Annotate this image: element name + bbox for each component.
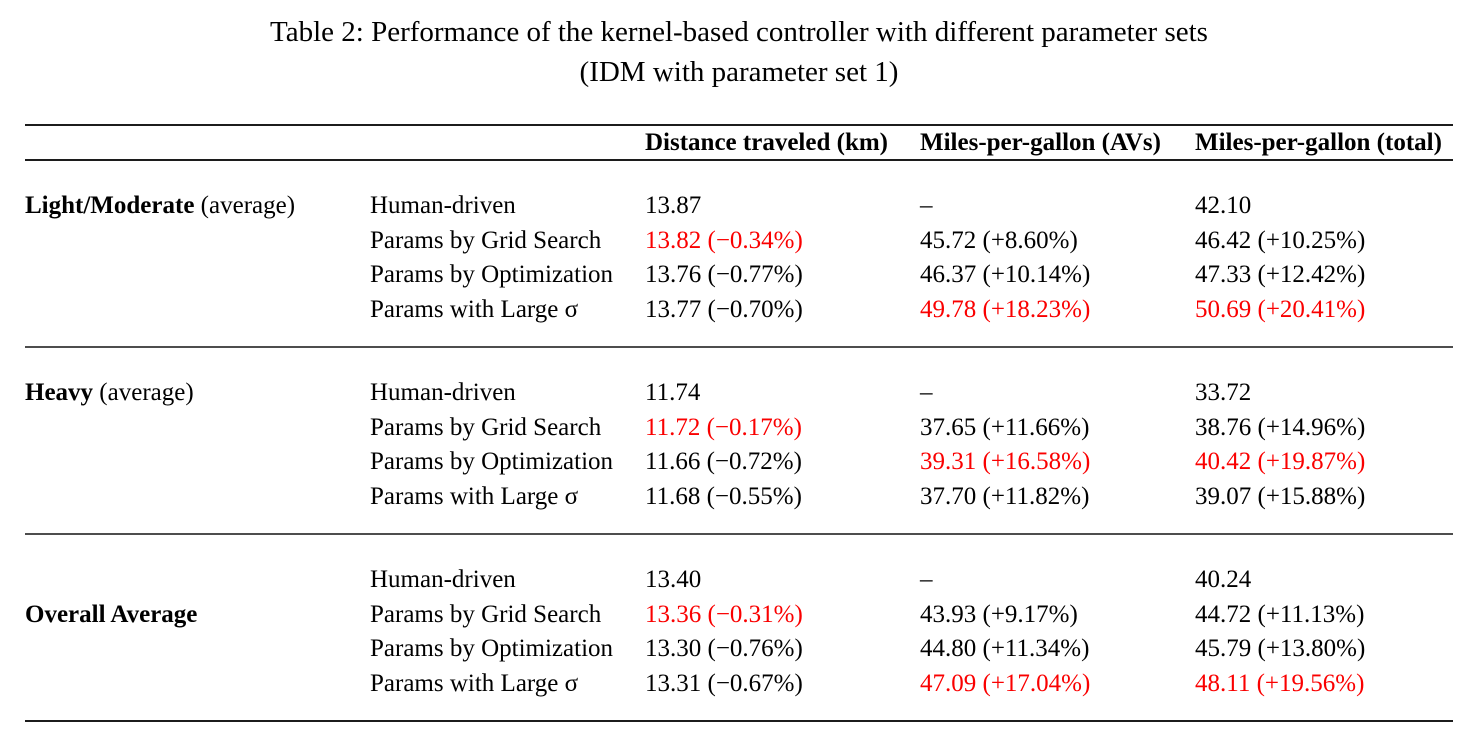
group-label-bold: Heavy — [25, 379, 94, 406]
cell-mpg-avs: 46.37 (+10.14%) — [920, 261, 1091, 288]
table-row: Params by Optimization 11.66 (−0.72%) 39… — [25, 445, 1453, 480]
cell-mpg-total: 42.10 — [1195, 192, 1252, 219]
group-label — [25, 258, 370, 293]
group-label — [25, 667, 370, 702]
group-label — [25, 480, 370, 515]
cell-mpg-total: 33.72 — [1195, 379, 1252, 406]
data-table: Distance traveled (km) Miles-per-gallon … — [25, 124, 1453, 722]
cell-mpg-avs: 44.80 (+11.34%) — [920, 635, 1090, 662]
table-group-block: Light/Moderate (average) Human-driven 13… — [25, 161, 1453, 346]
table-row: Params with Large σ 11.68 (−0.55%) 37.70… — [25, 480, 1453, 515]
table-rule-mid — [25, 533, 1453, 535]
cell-mpg-total: 45.79 (+13.80%) — [1195, 635, 1366, 662]
cell-mpg-total: 48.11 (+19.56%) — [1195, 669, 1365, 697]
group-label-bold: Overall Average — [25, 600, 198, 628]
table-body: Light/Moderate (average) Human-driven 13… — [25, 161, 1453, 722]
cell-mpg-avs: – — [920, 566, 933, 593]
cell-distance: 13.82 (−0.34%) — [645, 226, 803, 254]
cell-mpg-avs: 39.31 (+16.58%) — [920, 448, 1091, 475]
cell-mpg-avs: 45.72 (+8.60%) — [920, 226, 1078, 254]
cell-mpg-total: 50.69 (+20.41%) — [1195, 295, 1366, 323]
group-label: Heavy (average) — [25, 376, 370, 411]
header-spacer-group — [25, 128, 370, 158]
cell-distance: 13.31 (−0.67%) — [645, 669, 803, 697]
table-row: Params by Optimization 13.76 (−0.77%) 46… — [25, 258, 1453, 293]
table-header-row: Distance traveled (km) Miles-per-gallon … — [25, 126, 1453, 159]
table-row: Light/Moderate (average) Human-driven 13… — [25, 189, 1453, 224]
group-label — [25, 224, 370, 259]
cell-mpg-avs: 43.93 (+9.17%) — [920, 600, 1078, 628]
cell-mpg-avs: 47.09 (+17.04%) — [920, 669, 1091, 697]
row-label: Params by Optimization — [370, 635, 614, 662]
cell-distance: 11.72 (−0.17%) — [645, 413, 802, 441]
cell-mpg-total: 40.42 (+19.87%) — [1195, 448, 1366, 475]
cell-distance: 13.40 — [645, 566, 702, 593]
row-label: Human-driven — [370, 566, 516, 593]
cell-mpg-total: 46.42 (+10.25%) — [1195, 226, 1366, 254]
table-caption-line2: (IDM with parameter set 1) — [579, 56, 899, 88]
row-label: Params by Grid Search — [370, 413, 602, 441]
table-rule-mid — [25, 346, 1453, 348]
cell-mpg-avs: – — [920, 192, 933, 219]
row-label: Params with Large σ — [370, 295, 579, 323]
column-header-distance: Distance traveled (km) — [645, 129, 888, 156]
group-label — [25, 293, 370, 328]
table-row: Params by Grid Search 13.82 (−0.34%) 45.… — [25, 224, 1453, 259]
table-row: Params by Optimization 13.30 (−0.76%) 44… — [25, 632, 1453, 667]
table-rule-below-header — [25, 159, 1453, 161]
group-label-suffix: (average) — [194, 192, 296, 219]
row-label: Params with Large σ — [370, 482, 579, 510]
cell-mpg-total: 47.33 (+12.42%) — [1195, 261, 1366, 288]
table-row: Human-driven 13.40 – 40.24 — [25, 563, 1453, 598]
cell-mpg-avs: 49.78 (+18.23%) — [920, 295, 1091, 323]
cell-mpg-avs: 37.65 (+11.66%) — [920, 413, 1090, 441]
cell-mpg-total: 40.24 — [1195, 566, 1252, 593]
group-label — [25, 411, 370, 446]
cell-mpg-total: 39.07 (+15.88%) — [1195, 482, 1366, 510]
row-label: Params by Grid Search — [370, 226, 602, 254]
table-row: Overall Average Params by Grid Search 13… — [25, 598, 1453, 633]
group-label-bold: Light/Moderate — [25, 192, 195, 219]
cell-distance: 13.30 (−0.76%) — [645, 635, 803, 662]
group-label — [25, 632, 370, 667]
cell-mpg-avs: 37.70 (+11.82%) — [920, 482, 1090, 510]
group-label-suffix: (average) — [93, 379, 194, 406]
cell-mpg-total: 38.76 (+14.96%) — [1195, 413, 1366, 441]
table-group-block: Heavy (average) Human-driven 11.74 – 33.… — [25, 348, 1453, 533]
header-spacer-name — [370, 128, 645, 158]
cell-distance: 11.74 — [645, 379, 701, 406]
cell-distance: 13.36 (−0.31%) — [645, 600, 803, 628]
row-label: Params with Large σ — [370, 669, 579, 697]
table-row: Params with Large σ 13.31 (−0.67%) 47.09… — [25, 667, 1453, 702]
row-label: Human-driven — [370, 379, 516, 406]
column-header-mpg-avs: Miles-per-gallon (AVs) — [920, 129, 1161, 156]
table-rule-bottom — [25, 720, 1453, 722]
row-label: Human-driven — [370, 192, 516, 219]
row-label: Params by Grid Search — [370, 600, 602, 628]
group-label: Light/Moderate (average) — [25, 189, 370, 224]
group-label: Overall Average — [25, 598, 370, 633]
table-row: Params with Large σ 13.77 (−0.70%) 49.78… — [25, 293, 1453, 328]
table-rule-top — [25, 124, 1453, 126]
cell-mpg-total: 44.72 (+11.13%) — [1195, 600, 1365, 628]
cell-distance: 13.87 — [645, 192, 702, 219]
cell-distance: 13.77 (−0.70%) — [645, 295, 803, 323]
cell-distance: 11.66 (−0.72%) — [645, 448, 802, 475]
table-row: Params by Grid Search 11.72 (−0.17%) 37.… — [25, 411, 1453, 446]
cell-distance: 13.76 (−0.77%) — [645, 261, 803, 288]
group-label — [25, 445, 370, 480]
group-label — [25, 563, 370, 598]
table-row: Heavy (average) Human-driven 11.74 – 33.… — [25, 376, 1453, 411]
table-group-block: Human-driven 13.40 – 40.24 Overall Avera… — [25, 535, 1453, 720]
cell-distance: 11.68 (−0.55%) — [645, 482, 802, 510]
cell-mpg-avs: – — [920, 379, 933, 406]
row-label: Params by Optimization — [370, 448, 614, 475]
table-caption-line1: Table 2: Performance of the kernel-based… — [270, 16, 1208, 48]
row-label: Params by Optimization — [370, 261, 614, 288]
table-caption: Table 2: Performance of the kernel-based… — [0, 0, 1478, 124]
column-header-mpg-total: Miles-per-gallon (total) — [1195, 129, 1442, 156]
